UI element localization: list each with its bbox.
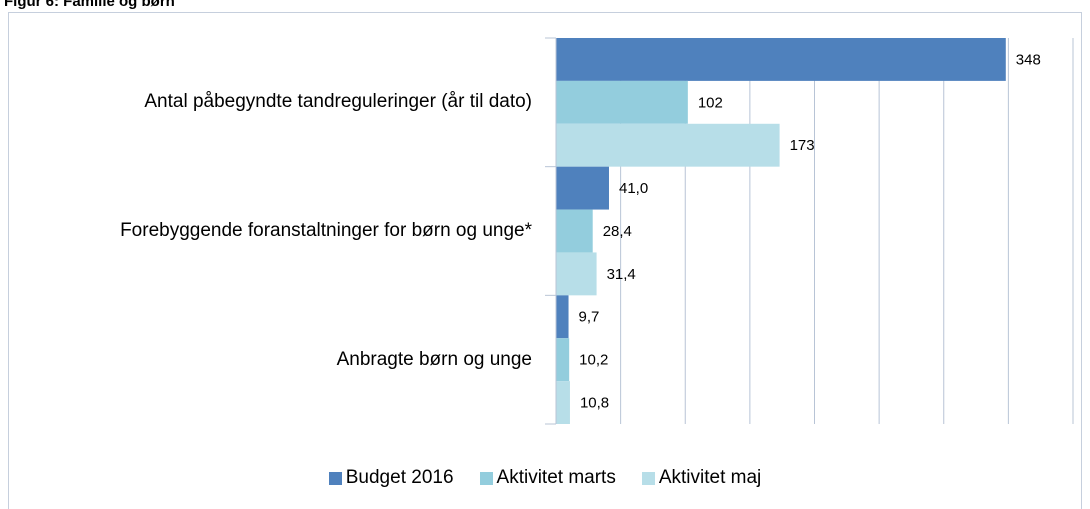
bar <box>556 338 570 382</box>
bar <box>556 80 688 124</box>
legend-swatch <box>641 471 655 485</box>
legend-swatch <box>479 471 493 485</box>
bar <box>556 252 597 296</box>
value-label: 41,0 <box>619 180 648 197</box>
legend-swatch <box>328 471 342 485</box>
bar <box>556 166 609 210</box>
value-label: 10,8 <box>580 395 609 412</box>
bar <box>556 38 1006 81</box>
category-label: Forebyggende foranstaltninger for børn o… <box>120 220 532 241</box>
value-label: 348 <box>1016 51 1041 68</box>
category-label: Anbragte børn og unge <box>336 348 532 370</box>
bar <box>556 295 569 339</box>
legend: Budget 2016 Aktivitet marts Aktivitet maj <box>0 467 1090 489</box>
legend-label: Budget 2016 <box>345 467 454 488</box>
value-label: 102 <box>698 94 723 111</box>
legend-label: Aktivitet marts <box>496 467 616 488</box>
bar <box>556 209 593 253</box>
legend-label: Aktivitet maj <box>658 467 762 488</box>
bar <box>556 381 570 424</box>
bar <box>556 123 780 167</box>
category-label: Antal påbegyndte tandreguleringer (år ti… <box>144 91 532 113</box>
value-label: 31,4 <box>607 266 636 283</box>
value-label: 28,4 <box>603 223 632 240</box>
legend-item: Aktivitet maj <box>641 467 762 489</box>
legend-item: Aktivitet marts <box>479 467 616 489</box>
legend-item: Budget 2016 <box>328 467 454 489</box>
value-label: 173 <box>790 137 815 154</box>
chart-border <box>8 12 1082 509</box>
chart-title: Figur 6: Familie og børn <box>4 0 175 10</box>
value-label: 10,2 <box>579 352 608 369</box>
value-label: 9,7 <box>579 309 600 326</box>
